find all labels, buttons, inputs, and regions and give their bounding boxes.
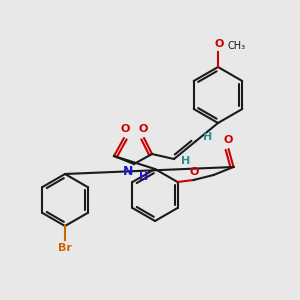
Text: H: H <box>203 132 212 142</box>
Text: H: H <box>139 172 148 182</box>
Text: CH₃: CH₃ <box>227 41 245 51</box>
Text: N: N <box>123 165 133 178</box>
Text: Br: Br <box>58 243 72 253</box>
Text: O: O <box>224 135 233 145</box>
Text: O: O <box>138 124 148 134</box>
Text: O: O <box>120 124 130 134</box>
Text: O: O <box>190 167 199 177</box>
Text: H: H <box>181 156 190 166</box>
Text: O: O <box>214 39 224 49</box>
